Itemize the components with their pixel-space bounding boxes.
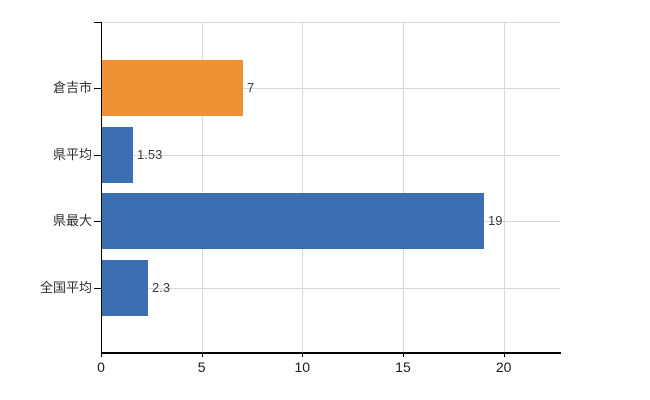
bar: [102, 193, 484, 249]
vertical-gridline: [503, 22, 505, 352]
category-label: 全国平均: [39, 280, 92, 295]
horizontal-gridline: [101, 288, 560, 289]
category-label: 倉吉市: [52, 80, 92, 95]
x-axis-tick: [503, 352, 505, 357]
x-axis-tick: [302, 352, 304, 357]
x-axis-tick-label: 0: [97, 359, 105, 375]
x-axis-tick: [402, 352, 404, 357]
vertical-gridline: [402, 22, 404, 352]
value-label: 1.53: [137, 147, 163, 162]
horizontal-gridline: [101, 88, 560, 89]
x-axis-tick-label: 5: [197, 359, 206, 375]
x-axis-tick: [201, 352, 203, 357]
y-axis-line: [101, 22, 102, 352]
top-gridline: [101, 22, 560, 23]
category-label: 県平均: [52, 147, 92, 162]
vertical-gridline: [201, 22, 203, 352]
y-axis-tick: [94, 221, 101, 222]
bar: [102, 127, 133, 183]
vertical-gridline: [302, 22, 304, 352]
value-label: 7: [247, 80, 255, 95]
y-axis-tick: [94, 88, 101, 89]
horizontal-gridline: [101, 155, 560, 156]
x-axis-line: [101, 352, 561, 354]
x-axis-tick: [101, 352, 102, 357]
x-axis-tick-label: 10: [294, 359, 311, 375]
x-axis-tick-label: 20: [495, 359, 512, 375]
y-axis-tick: [94, 288, 101, 289]
y-axis-top-tick: [94, 22, 101, 23]
value-label: 19: [488, 213, 503, 228]
category-label: 県最大: [52, 213, 92, 228]
x-axis-tick-label: 15: [395, 359, 411, 375]
bar: [102, 60, 243, 116]
y-axis-tick: [94, 155, 101, 156]
value-label: 2.3: [152, 280, 171, 295]
bar: [102, 260, 148, 316]
